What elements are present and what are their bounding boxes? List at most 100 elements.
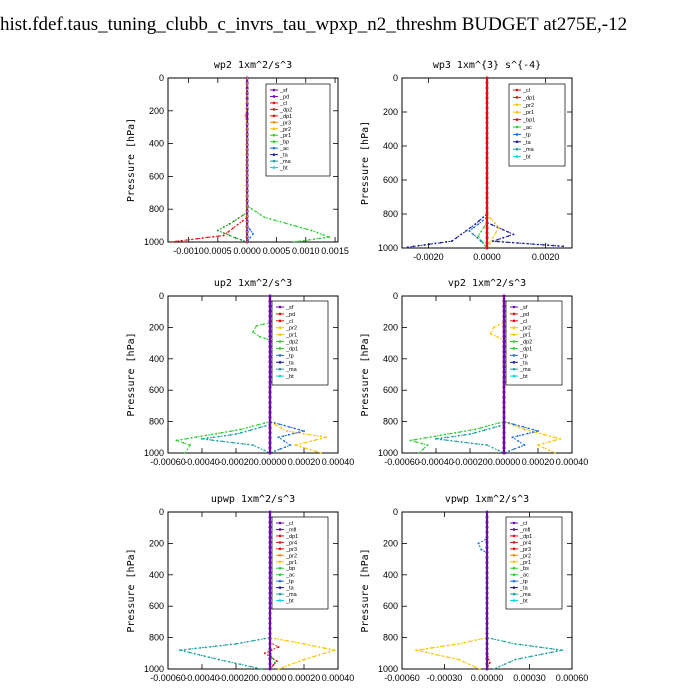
series-point: [268, 576, 272, 580]
legend-entry: _bs: [519, 566, 529, 572]
series-point: [519, 657, 522, 660]
legend-entry: _pr2: [519, 553, 531, 559]
legend-entry: _ta: [522, 140, 532, 146]
series-point: [193, 652, 196, 655]
series-point: [485, 181, 489, 185]
series-point: [537, 430, 539, 432]
series-point: [491, 446, 494, 449]
series-point: [333, 649, 336, 652]
series-point: [502, 299, 506, 303]
series-point: [246, 235, 249, 238]
legend-marker: [272, 166, 276, 169]
series-point: [241, 442, 244, 445]
series-point: [268, 436, 272, 440]
series-point: [522, 426, 525, 428]
series-point: [308, 433, 311, 436]
series-point: [503, 663, 506, 666]
legend-entry: _tp: [285, 353, 294, 359]
series-point: [245, 86, 249, 90]
series-point: [318, 646, 321, 648]
series-point: [485, 566, 489, 570]
series-point: [222, 226, 225, 229]
series-point: [250, 207, 253, 210]
series-point: [274, 219, 277, 222]
series-point: [320, 452, 322, 454]
series-point: [246, 128, 249, 130]
series-point: [507, 231, 510, 233]
legend-entry: _dp1: [522, 95, 535, 101]
series-point: [268, 309, 272, 313]
legend-marker: [512, 541, 516, 544]
series-point: [246, 143, 249, 146]
series-point: [514, 658, 517, 661]
series-point: [485, 206, 489, 210]
series-point: [485, 91, 489, 95]
plot-frame: [167, 295, 339, 454]
series-point: [469, 433, 471, 436]
series-point: [280, 426, 283, 429]
series-point: [268, 571, 272, 575]
series-point: [268, 652, 272, 656]
legend-marker: [512, 554, 516, 557]
series-point: [535, 645, 538, 648]
series-point: [308, 657, 310, 659]
legend-entry: _bt: [285, 599, 294, 605]
series-point: [268, 647, 272, 651]
series-point: [485, 601, 489, 605]
legend-entry: _pr1: [279, 133, 291, 139]
series-point: [224, 644, 227, 646]
series-point: [439, 241, 442, 244]
legend-entry: _pr4: [285, 540, 297, 546]
series-point: [246, 174, 249, 177]
legend-marker: [515, 155, 519, 158]
series-point: [414, 438, 417, 441]
legend-entry: _pr2: [522, 103, 534, 109]
x-tick-label: -0.00040: [418, 457, 454, 467]
legend-entry: _pr1: [519, 560, 531, 566]
x-tick-label: 0.00040: [322, 457, 355, 467]
legend-marker: [272, 159, 276, 163]
legend-marker: [278, 547, 282, 551]
series-point: [246, 106, 249, 109]
series-point: [268, 545, 272, 549]
panel-title: wp3 1xm^{3} s^{-4}: [433, 60, 541, 71]
legend-entry: _bp: [285, 566, 295, 572]
series-point: [246, 123, 249, 125]
series-point: [268, 601, 272, 605]
series-point: [557, 245, 560, 247]
series-point: [429, 436, 432, 438]
series-point: [434, 242, 437, 245]
series-line: [468, 78, 488, 249]
series-point: [485, 657, 489, 661]
budget-panel: vp2 1xm^2/s^3 Pressure [hPa] 0 200 400 600 800…: [360, 278, 588, 467]
series-point: [180, 438, 183, 441]
series-point: [199, 646, 202, 649]
series-point: [274, 423, 277, 426]
series-point: [240, 641, 243, 644]
legend-entry: _sf: [279, 88, 288, 94]
y-tick-label: 0: [393, 291, 398, 301]
series-point: [246, 225, 249, 228]
legend-entry: _ma: [285, 592, 298, 598]
series-point: [268, 637, 272, 641]
series-point: [268, 616, 272, 620]
legend-marker: [278, 534, 282, 538]
legend-marker: [515, 96, 519, 99]
series-point: [455, 440, 458, 443]
series-point: [491, 223, 494, 226]
series-point: [249, 237, 251, 239]
series-point: [249, 228, 251, 231]
y-tick-label: 1000: [144, 237, 164, 247]
series-point: [475, 442, 478, 445]
series-point: [203, 655, 206, 657]
series-point: [485, 576, 489, 580]
x-tick-label: -0.00060: [150, 457, 186, 467]
series-point: [268, 365, 272, 369]
series-point: [268, 340, 272, 344]
legend-entry: _ac: [519, 573, 529, 579]
series-point: [206, 438, 209, 441]
series-point: [322, 233, 325, 236]
legend-entry: _bp1: [522, 118, 535, 124]
series-point: [545, 652, 548, 655]
series-point: [491, 423, 494, 426]
